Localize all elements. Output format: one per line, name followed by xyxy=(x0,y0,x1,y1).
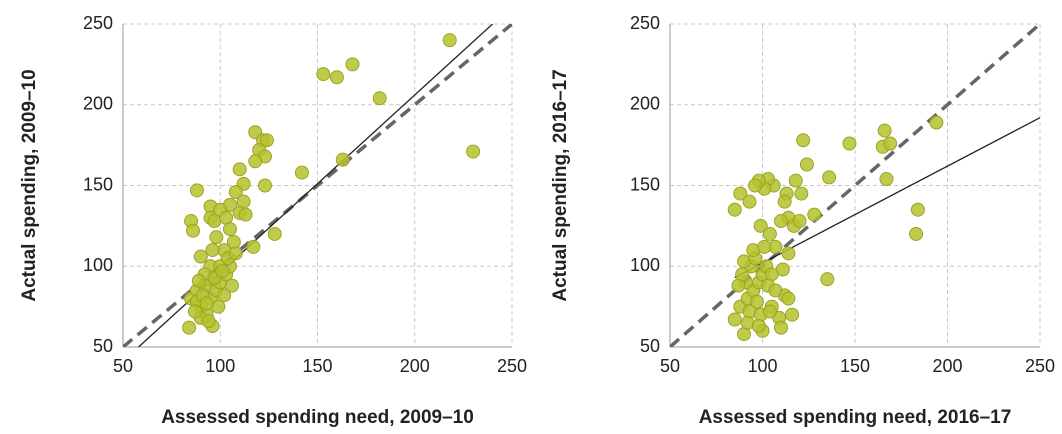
point xyxy=(193,249,208,264)
point xyxy=(781,246,796,261)
point xyxy=(774,320,788,335)
point xyxy=(217,288,232,303)
x-tick-label: 250 xyxy=(1025,356,1055,376)
point xyxy=(222,222,237,237)
point xyxy=(774,214,788,229)
point xyxy=(224,278,239,293)
point xyxy=(345,57,360,72)
point xyxy=(187,304,202,319)
point xyxy=(910,202,925,217)
point xyxy=(799,157,814,172)
point xyxy=(768,283,783,298)
y-tick-label: 50 xyxy=(93,336,113,356)
y-tick-label: 100 xyxy=(83,255,113,275)
point xyxy=(201,314,216,329)
point xyxy=(442,33,457,48)
x-axis-title: Assessed spending need, 2016–17 xyxy=(699,407,1012,428)
y-tick-label: 100 xyxy=(630,255,660,275)
x-tick-label: 250 xyxy=(497,356,527,376)
point xyxy=(466,144,481,159)
point xyxy=(842,136,857,151)
x-tick-label: 50 xyxy=(113,356,133,376)
x-axis-title: Assessed spending need, 2009–10 xyxy=(161,407,474,428)
x-tick-label: 50 xyxy=(660,356,680,376)
point xyxy=(727,202,742,217)
point xyxy=(883,136,898,151)
x-tick-label: 150 xyxy=(302,356,332,376)
point xyxy=(748,178,763,193)
point xyxy=(781,291,796,306)
y-tick-label: 50 xyxy=(640,336,660,356)
y-tick-label: 150 xyxy=(83,174,113,194)
point xyxy=(879,172,894,187)
x-tick-label: 100 xyxy=(205,356,235,376)
point xyxy=(232,162,247,177)
point xyxy=(226,235,241,250)
point xyxy=(753,218,768,233)
point xyxy=(757,239,772,254)
x-tick-label: 150 xyxy=(840,356,870,376)
point xyxy=(929,115,944,130)
reference-line xyxy=(670,24,1040,347)
point xyxy=(877,123,892,138)
point xyxy=(796,133,811,148)
point xyxy=(259,133,274,148)
point xyxy=(735,267,750,282)
point xyxy=(182,320,197,335)
y-tick-label: 200 xyxy=(83,94,113,114)
point xyxy=(228,184,243,199)
x-tick-label: 200 xyxy=(400,356,430,376)
y-axis-title: Actual spending, 2009–10 xyxy=(19,69,40,301)
x-tick-label: 100 xyxy=(747,356,777,376)
point xyxy=(909,226,924,241)
point xyxy=(777,194,792,209)
point xyxy=(762,304,777,319)
point xyxy=(246,239,261,254)
point xyxy=(189,183,204,198)
y-axis-title: Actual spending, 2016–17 xyxy=(550,69,571,301)
point xyxy=(209,230,224,245)
point xyxy=(749,294,764,309)
y-tick-label: 150 xyxy=(630,174,660,194)
point xyxy=(211,299,226,314)
point xyxy=(733,186,748,201)
y-tick-label: 250 xyxy=(83,13,113,33)
scatter-chart: 50 100 150 200 250 50 100 150 200 250 Assessed spe… xyxy=(19,13,527,428)
y-tick-label: 200 xyxy=(630,94,660,114)
point xyxy=(792,214,807,229)
point xyxy=(186,223,201,238)
point xyxy=(785,307,800,322)
point xyxy=(788,173,803,188)
point xyxy=(238,207,253,222)
point xyxy=(294,165,309,180)
point xyxy=(762,226,777,241)
point xyxy=(807,207,822,222)
point xyxy=(335,152,350,167)
point xyxy=(372,91,387,106)
point xyxy=(257,178,272,193)
point xyxy=(267,226,282,241)
y-tick-label: 250 xyxy=(630,13,660,33)
point xyxy=(215,264,230,279)
point xyxy=(228,246,243,261)
point xyxy=(316,67,331,82)
x-tick-label: 200 xyxy=(932,356,962,376)
point xyxy=(248,154,263,169)
point xyxy=(199,296,214,311)
point xyxy=(822,170,837,185)
point xyxy=(205,243,220,258)
point xyxy=(751,319,766,334)
point xyxy=(794,186,809,201)
point xyxy=(191,273,206,288)
point xyxy=(820,272,835,287)
scatter-chart: 50 100 150 200 250 50 100 150 200 250 Assessed spe… xyxy=(550,13,1055,428)
point xyxy=(727,312,742,327)
point xyxy=(329,70,344,85)
point xyxy=(742,194,757,209)
